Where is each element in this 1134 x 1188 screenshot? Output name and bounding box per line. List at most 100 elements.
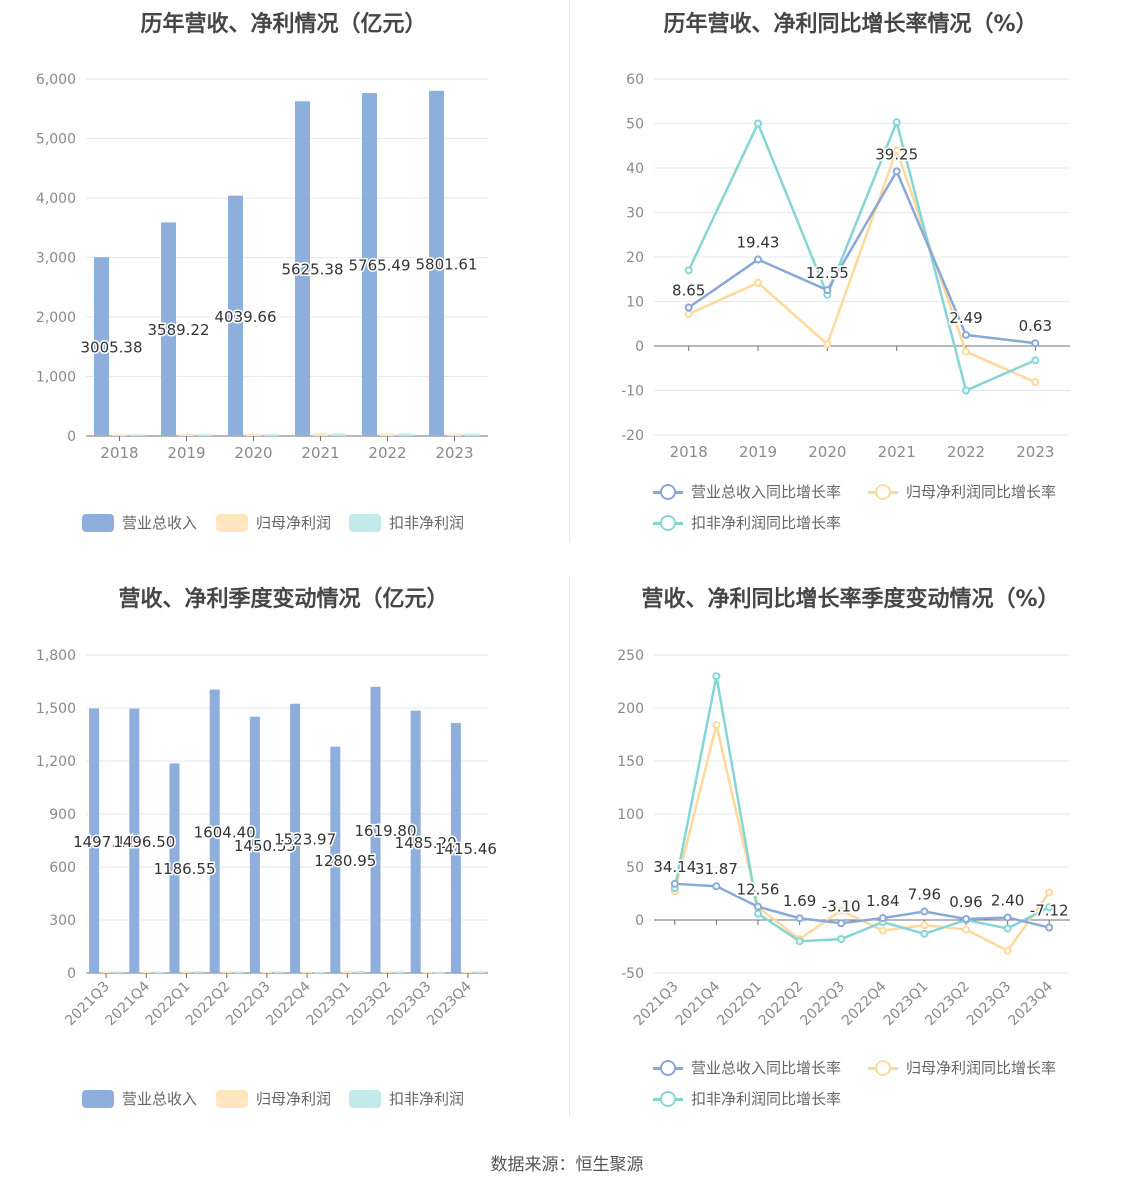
bar [129, 708, 140, 973]
legend-item-net-profit[interactable]: 归母净利润 [216, 512, 331, 533]
data-label: 39.25 [875, 145, 918, 163]
data-point [837, 906, 846, 915]
data-label: 0.96 [949, 893, 982, 911]
legend-item-deducted-profit[interactable]: 扣非净利润 [349, 1088, 464, 1109]
data-label: 0.63 [1019, 317, 1052, 335]
legend-item-revenue[interactable]: 营业总收入 [82, 512, 197, 533]
bar [447, 433, 462, 436]
data-point [892, 118, 901, 127]
legend-swatch [349, 1089, 381, 1108]
x-tick-label: 2021 [301, 444, 339, 462]
bar [330, 746, 341, 973]
data-point [684, 303, 693, 312]
bar [394, 971, 405, 973]
x-tick-label: 2022 [947, 443, 985, 461]
data-point [1045, 923, 1054, 932]
bar [450, 722, 461, 973]
data-point [823, 340, 832, 349]
x-tick-label: 2021Q4 [673, 978, 724, 1029]
legend-swatch [82, 513, 114, 532]
data-point [1045, 903, 1054, 912]
legend-item-deducted-profit[interactable]: 扣非净利润 [349, 512, 464, 533]
quarterly-revenue-chart-panel: 营收、净利季度变动情况（亿元） 0 300 600 900 1,200 1,500 1,80… [0, 575, 567, 1150]
legend-item-revenue[interactable]: 营业总收入 [82, 1088, 197, 1109]
x-tick-label: 2023Q4 [424, 978, 475, 1029]
data-point [754, 278, 762, 287]
data-point [962, 925, 970, 934]
data-label: 2.49 [949, 309, 982, 327]
data-point [1031, 378, 1040, 387]
y-tick-label: 50 [626, 860, 644, 876]
bar [380, 433, 395, 436]
legend-item-deducted-profit-growth[interactable]: 扣非净利润同比增长率 [653, 1088, 841, 1109]
y-tick-label: -10 [621, 384, 644, 400]
bar [264, 434, 279, 436]
bar [193, 971, 204, 973]
y-tick-label: 1,200 [36, 754, 76, 770]
bar [434, 971, 445, 974]
data-point [754, 255, 762, 264]
data-label: 8.65 [672, 282, 705, 300]
data-label: 34.14 [653, 858, 696, 876]
bar [290, 703, 301, 973]
legend-label: 归母净利润 [256, 514, 332, 532]
data-point [837, 919, 846, 928]
data-label: 1.84 [866, 892, 899, 910]
data-point [920, 921, 929, 930]
y-tick-label: 6,000 [36, 72, 76, 88]
legend-line-icon [868, 483, 898, 501]
data-point [920, 929, 929, 938]
y-tick-label: 1,500 [36, 701, 76, 717]
series-line [687, 168, 1036, 345]
bar [362, 92, 377, 437]
bar [228, 195, 243, 436]
x-tick-label: 2023Q1 [881, 979, 932, 1030]
data-label: 1186.55 [153, 860, 215, 878]
legend-swatch [82, 1089, 114, 1108]
y-tick-label: 3,000 [36, 251, 76, 267]
x-tick-label: 2020 [234, 444, 272, 462]
y-tick-label: -50 [621, 966, 644, 982]
data-source-note: 数据来源：恒生聚源 [490, 1155, 644, 1175]
annual-revenue-chart-panel: 历年营收、净利情况（亿元） 0 1,000 2,000 3,000 4,000 5,000… [0, 0, 567, 575]
data-label: 12.56 [737, 881, 780, 899]
legend-item-revenue-growth[interactable]: 营业总收入同比增长率 [653, 481, 841, 502]
data-label: 12.55 [806, 264, 849, 282]
legend-label: 扣非净利润同比增长率 [691, 514, 842, 532]
data-point [837, 935, 846, 944]
legend-item-net-profit-growth[interactable]: 归母净利润同比增长率 [868, 481, 1056, 502]
bar [314, 971, 325, 974]
bar [112, 434, 127, 436]
data-label: 1619.80 [354, 822, 416, 840]
series-line [674, 882, 1050, 929]
bar [273, 971, 284, 973]
legend-label: 营业总收入同比增长率 [691, 1059, 842, 1077]
data-label: -7.12 [1030, 902, 1069, 920]
bar [221, 971, 232, 973]
annual-revenue-chart: 0 1,000 2,000 3,000 4,000 5,000 6,000 2018 2019 2… [36, 72, 488, 462]
bar [141, 971, 152, 973]
x-tick-label: 2023 [1016, 443, 1054, 461]
legend-swatch [349, 513, 381, 532]
bar [313, 433, 328, 436]
data-label: 4039.66 [214, 308, 276, 326]
bar [153, 971, 164, 974]
y-tick-label: 900 [49, 807, 76, 823]
x-tick-label: 2023Q4 [1005, 978, 1056, 1029]
bar [474, 971, 485, 973]
bar [331, 433, 346, 436]
y-tick-label: -20 [621, 428, 644, 444]
legend-item-revenue-growth[interactable]: 营业总收入同比增长率 [653, 1057, 841, 1078]
y-tick-label: 4,000 [36, 191, 76, 207]
data-point [1031, 356, 1040, 365]
legend-item-deducted-profit-growth[interactable]: 扣非净利润同比增长率 [653, 512, 841, 533]
y-tick-label: 200 [617, 701, 644, 717]
legend-item-net-profit-growth[interactable]: 归母净利润同比增长率 [868, 1057, 1056, 1078]
y-tick-label: 60 [626, 72, 644, 88]
bar [465, 433, 480, 436]
legend-line-icon [653, 514, 683, 532]
data-point [823, 286, 832, 295]
legend-line-icon [653, 483, 683, 501]
y-tick-label: 1,800 [36, 648, 76, 664]
legend-item-net-profit[interactable]: 归母净利润 [216, 1088, 331, 1109]
